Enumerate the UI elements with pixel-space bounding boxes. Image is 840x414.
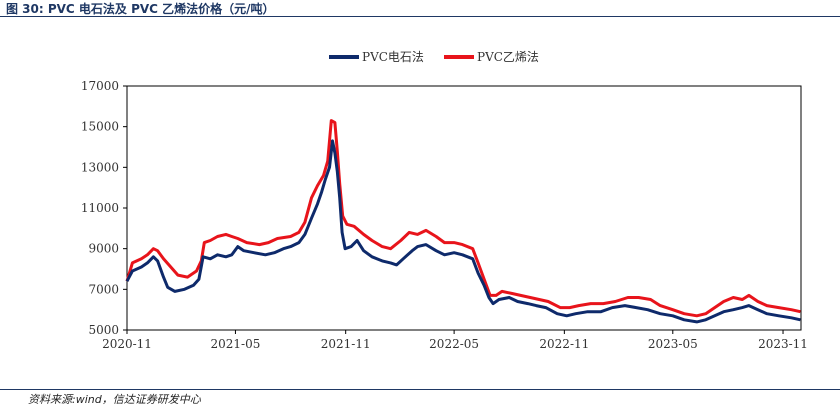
x-tick-label: 2020-11 <box>102 337 152 351</box>
y-tick-label: 5000 <box>88 323 119 337</box>
title-rule <box>0 16 840 17</box>
series-line-ethylene <box>125 119 801 318</box>
legend-label: PVC电石法 <box>362 50 424 64</box>
x-tick-label: 2021-11 <box>321 337 371 351</box>
x-tick-label: 2022-05 <box>429 337 479 351</box>
source-rule <box>0 389 840 390</box>
series-line-calcium-carbide <box>125 139 801 324</box>
x-tick-label: 2022-11 <box>539 337 589 351</box>
x-axis: 2020-11 2021-05 2021-11 2022-05 2022-11 2023-… <box>102 330 808 351</box>
x-tick-label: 2023-11 <box>758 337 808 351</box>
y-tick-label: 9000 <box>88 242 119 256</box>
legend-item-ethylene: PVC乙烯法 <box>444 50 539 64</box>
x-tick-label: 2021-05 <box>211 337 261 351</box>
y-tick-label: 13000 <box>81 160 119 174</box>
y-tick-label: 15000 <box>81 120 119 134</box>
series-lines <box>125 119 801 324</box>
source-note: 资料来源:wind，信达证券研发中心 <box>28 393 201 406</box>
figure-title: 图 30: PVC 电石法及 PVC 乙烯法价格（元/吨） <box>6 2 275 16</box>
legend-item-calcium-carbide: PVC电石法 <box>329 50 424 64</box>
pvc-price-line-chart: 5000 7000 9000 11000 13000 15000 17000 2020-11… <box>81 50 808 351</box>
y-tick-label: 11000 <box>81 201 119 215</box>
legend-label: PVC乙烯法 <box>477 50 539 64</box>
x-tick-label: 2023-05 <box>648 337 698 351</box>
y-axis: 5000 7000 9000 11000 13000 15000 17000 <box>81 79 127 337</box>
plot-frame <box>126 85 802 331</box>
y-tick-label: 17000 <box>81 79 119 93</box>
y-tick-label: 7000 <box>88 282 119 296</box>
legend: PVC电石法 PVC乙烯法 <box>329 50 539 64</box>
